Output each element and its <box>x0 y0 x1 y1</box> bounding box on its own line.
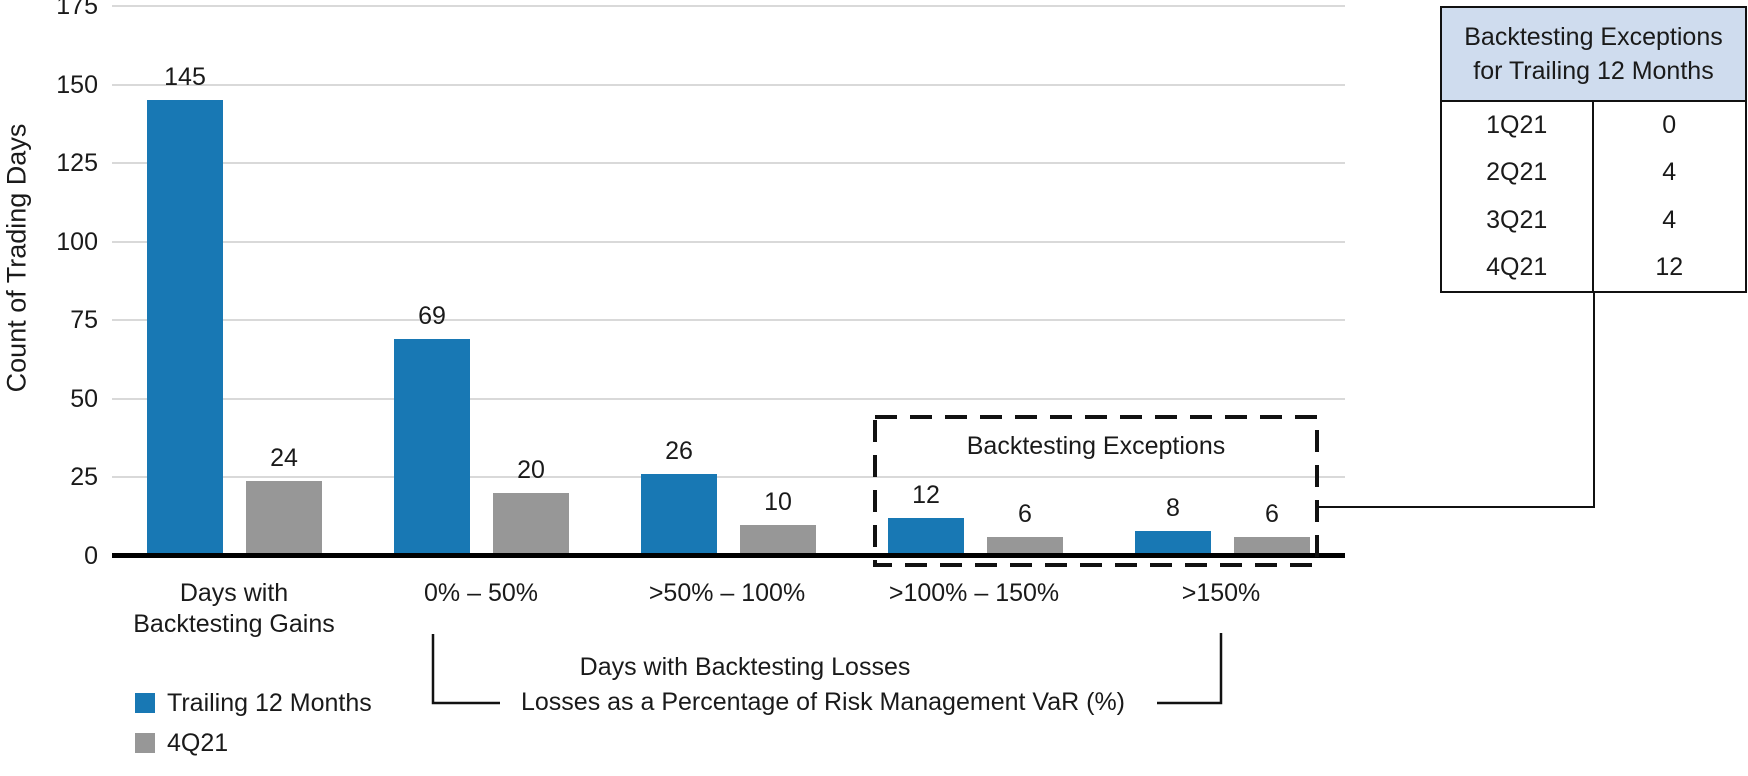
category-label-1: Backtesting Gains <box>133 610 335 638</box>
legend-label-4q21: 4Q21 <box>167 728 229 757</box>
category-label-5: >150% <box>1181 579 1261 607</box>
losses-annotation-line2: Losses as a Percentage of Risk Managemen… <box>521 688 1125 716</box>
bar-value-label: 69 <box>418 302 446 331</box>
category-label-4: >100% – 150% <box>888 579 1060 607</box>
table-cell-quarter: 1Q21 <box>1442 102 1594 150</box>
gridline-25 <box>112 476 1345 479</box>
bar-trailing-12-months-group3 <box>641 474 717 556</box>
exceptions-table-title-line2: for Trailing 12 Months <box>1473 57 1714 85</box>
gridline-175 <box>112 5 1345 7</box>
bar-value-label: 26 <box>665 437 693 466</box>
bar-value-label: 20 <box>517 456 545 485</box>
category-label-3: >50% – 100% <box>648 579 806 607</box>
bar-value-label: 10 <box>764 487 792 516</box>
y-tick-label-25: 25 <box>70 463 98 492</box>
exceptions-table-header: Backtesting Exceptions for Trailing 12 M… <box>1442 8 1745 102</box>
bar-trailing-12-months-group4 <box>888 518 964 556</box>
bar-value-label: 145 <box>164 63 206 92</box>
bar-trailing-12-months-group1 <box>147 100 223 556</box>
legend-swatch-4q21 <box>135 733 155 753</box>
bar-value-label: 6 <box>1018 500 1032 529</box>
y-tick-label-125: 125 <box>56 149 98 178</box>
table-cell-exceptions-count: 4 <box>1662 158 1677 187</box>
legend-item-4q21: 4Q21 <box>135 729 372 757</box>
table-row-3q21: 3Q21 4 <box>1442 196 1745 244</box>
bar-value-label: 12 <box>912 481 940 510</box>
backtesting-exceptions-table: Backtesting Exceptions for Trailing 12 M… <box>1440 6 1747 293</box>
table-cell-exceptions-count: 12 <box>1655 252 1684 281</box>
y-tick-label-150: 150 <box>56 70 98 99</box>
table-connector-line <box>1317 292 1595 508</box>
table-cell-quarter: 2Q21 <box>1442 149 1594 197</box>
table-cell-exceptions-count: 0 <box>1662 111 1677 140</box>
y-tick-label-75: 75 <box>70 306 98 335</box>
legend: Trailing 12 Months 4Q21 <box>135 689 372 773</box>
gridline-150 <box>112 83 1345 86</box>
bar-value-label: 6 <box>1265 500 1279 529</box>
bar-4q21-group1 <box>246 480 322 556</box>
table-cell-quarter: 3Q21 <box>1442 196 1594 244</box>
bar-value-label: 8 <box>1166 493 1180 522</box>
losses-annotation-line1: Days with Backtesting Losses <box>579 653 911 681</box>
bar-4q21-group2 <box>493 493 569 556</box>
gridline-100 <box>112 240 1345 243</box>
category-label-2: 0% – 50% <box>424 579 538 607</box>
legend-swatch-trailing-12-months <box>135 693 155 713</box>
table-row-2q21: 2Q21 4 <box>1442 149 1745 197</box>
table-row-4q21: 4Q21 12 <box>1442 243 1745 291</box>
table-row-1q21: 1Q21 0 <box>1442 102 1745 150</box>
x-axis-line <box>112 553 1345 558</box>
y-tick-label-175: 175 <box>56 0 98 20</box>
exceptions-table-title-line1: Backtesting Exceptions <box>1464 23 1723 51</box>
exceptions-box-label: Backtesting Exceptions <box>966 432 1226 460</box>
table-cell-exceptions-count: 4 <box>1662 205 1677 234</box>
bar-4q21-group3 <box>740 524 816 556</box>
exceptions-table-body: 1Q21 0 2Q21 4 3Q21 4 4Q21 12 <box>1442 102 1745 291</box>
y-tick-label-100: 100 <box>56 227 98 256</box>
gridline-125 <box>112 162 1345 165</box>
bar-trailing-12-months-group2 <box>394 339 470 556</box>
gridline-75 <box>112 319 1345 322</box>
legend-label-trailing-12-months: Trailing 12 Months <box>167 688 372 717</box>
bar-value-label: 24 <box>270 443 298 472</box>
y-tick-label-50: 50 <box>70 384 98 413</box>
gridline-50 <box>112 397 1345 400</box>
table-cell-quarter: 4Q21 <box>1442 243 1594 291</box>
category-label-1: Days with <box>179 579 289 607</box>
y-tick-label-0: 0 <box>84 542 98 570</box>
legend-item-trailing-12-months: Trailing 12 Months <box>135 689 372 717</box>
